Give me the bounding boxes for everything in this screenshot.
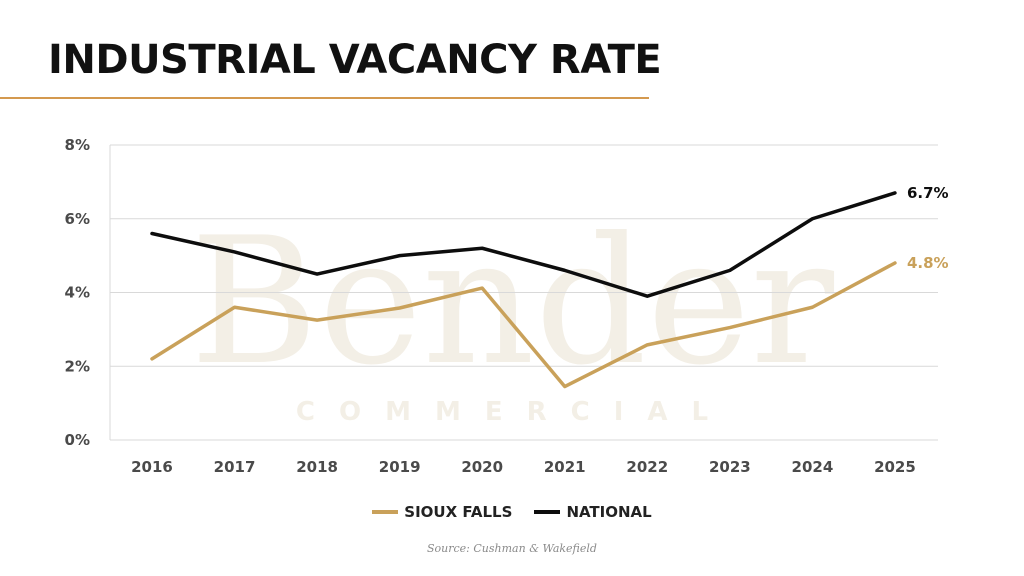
y-tick-label: 0% [65, 431, 90, 449]
end-label-sioux-falls: 4.8% [907, 254, 949, 272]
x-axis: 2016 2017 2018 2019 2020 2021 2022 2023 2024 2025 [131, 458, 916, 476]
page-title: INDUSTRIAL VACANCY RATE [48, 37, 662, 83]
x-tick-label: 2017 [214, 458, 256, 476]
series-line-national [150, 191, 897, 298]
y-tick-label: 6% [65, 210, 90, 228]
legend-label: SIOUX FALLS [404, 503, 513, 521]
series-line-sioux-falls [150, 261, 897, 389]
x-tick-label: 2020 [461, 458, 503, 476]
legend-label: NATIONAL [566, 503, 652, 521]
legend-swatch-sioux-falls [372, 510, 399, 514]
legend: SIOUX FALLS NATIONAL [0, 503, 1024, 521]
source-note: Source: Cushman & Wakefield [427, 542, 597, 555]
watermark-main: Bender [190, 201, 834, 404]
x-tick-label: 2019 [379, 458, 421, 476]
series-lines [150, 191, 897, 389]
y-tick-label: 8% [65, 136, 90, 154]
x-tick-label: 2018 [296, 458, 338, 476]
x-tick-label: 2016 [131, 458, 173, 476]
end-label-national: 6.7% [907, 184, 949, 202]
legend-item-national[interactable]: NATIONAL [534, 503, 652, 521]
x-tick-label: 2023 [709, 458, 751, 476]
y-tick-label: 4% [65, 284, 90, 302]
y-tick-label: 2% [65, 357, 90, 375]
x-tick-label: 2021 [544, 458, 586, 476]
x-tick-label: 2025 [874, 458, 916, 476]
title-underline [0, 97, 649, 99]
gridlines [109, 144, 938, 441]
y-axis: 0% 2% 4% 6% 8% [65, 136, 90, 449]
legend-swatch-national [534, 510, 561, 514]
end-labels: 4.8% 6.7% [907, 184, 949, 272]
watermark: Bender COMMERCIAL [190, 201, 834, 427]
x-tick-label: 2024 [792, 458, 834, 476]
x-tick-label: 2022 [626, 458, 668, 476]
watermark-sub: COMMERCIAL [296, 397, 732, 427]
legend-item-sioux-falls[interactable]: SIOUX FALLS [372, 503, 512, 521]
